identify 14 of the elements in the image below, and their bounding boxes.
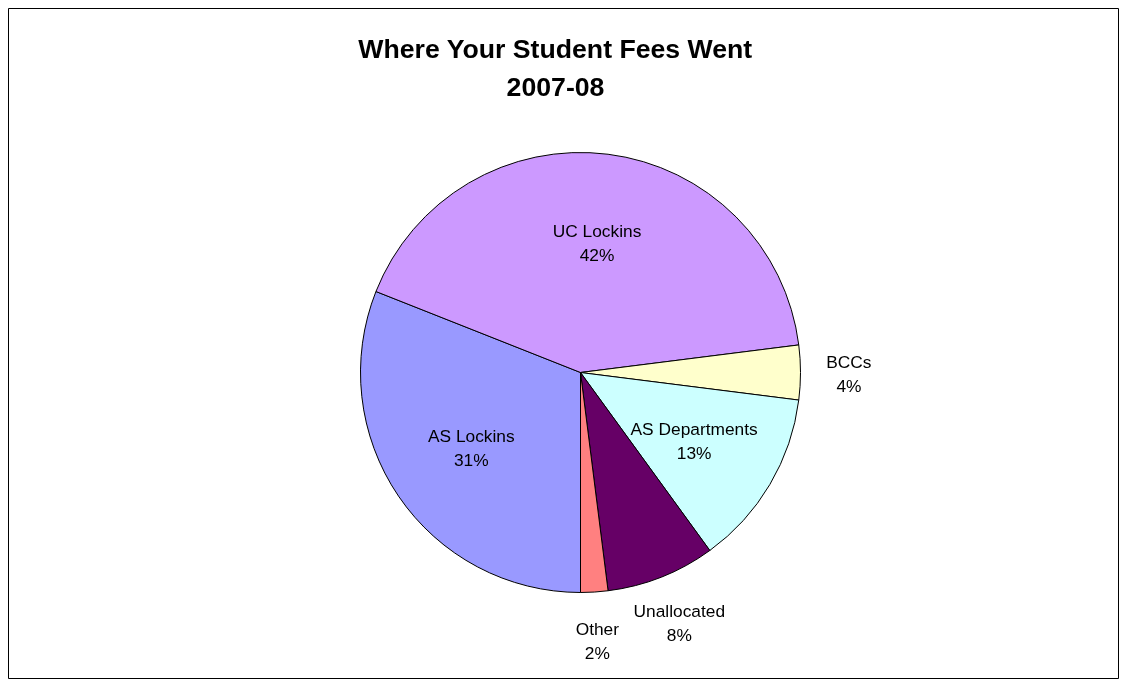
data-label: 2% [584, 643, 610, 664]
slice-label: Other [575, 619, 620, 640]
slice-label: AS Lockins [427, 425, 515, 446]
slice-label: AS Departments [630, 418, 759, 439]
slice-label: BCCs [826, 351, 872, 372]
data-label: 31% [453, 449, 489, 470]
slice-label: Unallocated [633, 601, 726, 622]
chart-title: Where Your Student Fees Went [358, 33, 753, 64]
chart-subtitle: 2007-08 [506, 71, 605, 102]
data-label: 42% [579, 244, 615, 265]
data-label: 8% [666, 625, 692, 646]
data-label: 4% [836, 375, 862, 396]
data-label: 13% [676, 442, 712, 463]
slice-label: UC Lockins [552, 220, 642, 241]
